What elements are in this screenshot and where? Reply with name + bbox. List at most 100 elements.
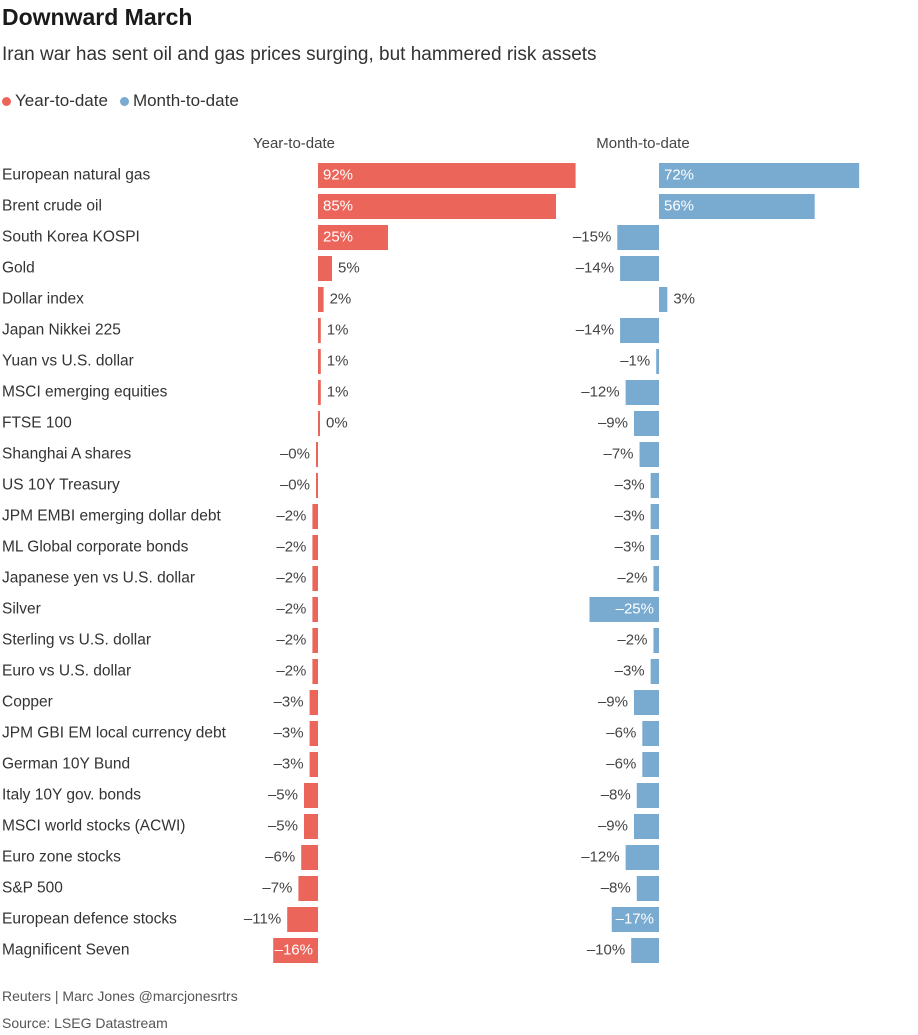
bar-mtd bbox=[633, 690, 659, 715]
chart-title: Downward March bbox=[2, 4, 193, 30]
data-label-ytd: –3% bbox=[274, 693, 304, 710]
data-label-mtd: –3% bbox=[615, 507, 645, 524]
data-label-ytd: –11% bbox=[244, 910, 281, 927]
data-label-mtd: –14% bbox=[576, 259, 614, 276]
category-label: JPM EMBI emerging dollar debt bbox=[2, 508, 222, 525]
bar-ytd bbox=[309, 721, 318, 746]
category-label: US 10Y Treasury bbox=[2, 477, 120, 494]
bar-mtd bbox=[650, 504, 659, 529]
bar-mtd bbox=[625, 845, 659, 870]
data-label-ytd: –0% bbox=[280, 445, 310, 462]
category-label: Gold bbox=[2, 260, 35, 277]
category-label: FTSE 100 bbox=[2, 415, 72, 432]
bar-mtd bbox=[642, 721, 659, 746]
category-label: Brent crude oil bbox=[2, 198, 102, 215]
data-label-mtd: 3% bbox=[673, 290, 695, 307]
data-label-mtd: –3% bbox=[615, 662, 645, 679]
bar-mtd bbox=[589, 597, 659, 622]
data-label-mtd: –8% bbox=[601, 879, 631, 896]
category-label: Shanghai A shares bbox=[2, 446, 132, 463]
data-label-ytd: 1% bbox=[327, 383, 349, 400]
bar-mtd bbox=[620, 318, 659, 343]
bar-ytd bbox=[318, 380, 321, 405]
legend-label-ytd: Year-to-date bbox=[15, 91, 108, 110]
category-label: Dollar index bbox=[2, 291, 84, 308]
data-label-ytd: –6% bbox=[265, 848, 295, 865]
category-label: Italy 10Y gov. bonds bbox=[2, 787, 141, 804]
data-label-ytd: –3% bbox=[274, 755, 304, 772]
bar-ytd bbox=[298, 876, 318, 901]
data-label-mtd: –25% bbox=[616, 600, 654, 617]
data-label-ytd: –16% bbox=[275, 941, 313, 958]
data-label-ytd: –2% bbox=[276, 631, 306, 648]
data-label-ytd: –2% bbox=[276, 569, 306, 586]
bar-mtd bbox=[653, 628, 659, 653]
data-label-ytd: 92% bbox=[323, 166, 353, 183]
bar-ytd bbox=[312, 504, 318, 529]
category-label: Yuan vs U.S. dollar bbox=[2, 353, 134, 370]
data-label-ytd: 5% bbox=[338, 259, 360, 276]
legend-swatch-ytd bbox=[2, 96, 11, 106]
bar-ytd bbox=[318, 194, 556, 219]
category-label: Euro zone stocks bbox=[2, 849, 121, 866]
legend-label-mtd: Month-to-date bbox=[132, 91, 239, 110]
category-label: Silver bbox=[2, 601, 41, 618]
data-label-mtd: –12% bbox=[581, 848, 619, 865]
category-label: Japanese yen vs U.S. dollar bbox=[2, 570, 195, 587]
legend-item-mtd: Month-to-date bbox=[119, 91, 239, 111]
data-label-mtd: –2% bbox=[617, 569, 647, 586]
data-label-mtd: –2% bbox=[617, 631, 647, 648]
bar-mtd bbox=[633, 411, 659, 436]
data-label-mtd: –17% bbox=[616, 910, 654, 927]
data-label-ytd: –0% bbox=[280, 476, 310, 493]
bar-ytd bbox=[318, 256, 332, 281]
data-label-ytd: 2% bbox=[330, 290, 352, 307]
category-label: European natural gas bbox=[2, 167, 150, 184]
bar-ytd bbox=[304, 814, 318, 839]
category-label: European defence stocks bbox=[2, 911, 177, 928]
footer-credit: Reuters | Marc Jones @marcjonesrtrs bbox=[2, 988, 238, 1004]
panel-header-mtd: Month-to-date bbox=[596, 135, 689, 152]
bar-ytd bbox=[312, 659, 318, 684]
bar-mtd bbox=[659, 194, 815, 219]
data-label-ytd: –5% bbox=[268, 817, 298, 834]
bar-ytd bbox=[312, 535, 318, 560]
bar-mtd bbox=[639, 442, 659, 467]
data-label-ytd: 85% bbox=[323, 197, 353, 214]
bar-mtd bbox=[625, 380, 659, 405]
data-label-ytd: 1% bbox=[327, 352, 349, 369]
category-label: JPM GBI EM local currency debt bbox=[2, 725, 227, 742]
data-label-mtd: –3% bbox=[615, 538, 645, 555]
data-label-mtd: –9% bbox=[598, 817, 628, 834]
data-label-mtd: –14% bbox=[576, 321, 614, 338]
legend: Year-to-date Month-to-date bbox=[2, 91, 251, 111]
category-label: MSCI world stocks (ACWI) bbox=[2, 818, 185, 835]
category-label: Sterling vs U.S. dollar bbox=[2, 632, 151, 649]
bar-mtd bbox=[659, 287, 668, 312]
data-label-ytd: –3% bbox=[274, 724, 304, 741]
bar-mtd bbox=[636, 876, 659, 901]
chart-subtitle: Iran war has sent oil and gas prices sur… bbox=[2, 44, 597, 65]
bar-ytd bbox=[316, 442, 318, 467]
bar-mtd bbox=[633, 814, 659, 839]
bar-mtd bbox=[650, 659, 659, 684]
data-label-ytd: 0% bbox=[326, 414, 348, 431]
bar-mtd bbox=[642, 752, 659, 777]
data-label-mtd: 72% bbox=[664, 166, 694, 183]
data-label-mtd: –9% bbox=[598, 693, 628, 710]
data-label-ytd: –7% bbox=[262, 879, 292, 896]
data-label-mtd: –1% bbox=[620, 352, 650, 369]
bar-ytd bbox=[318, 163, 576, 188]
bar-ytd bbox=[318, 318, 321, 343]
bar-ytd bbox=[318, 349, 321, 374]
category-label: MSCI emerging equities bbox=[2, 384, 168, 401]
panel-header-ytd: Year-to-date bbox=[253, 135, 335, 152]
bar-ytd bbox=[312, 566, 318, 591]
bar-mtd bbox=[653, 566, 659, 591]
data-label-ytd: –2% bbox=[276, 538, 306, 555]
data-label-mtd: –10% bbox=[587, 941, 625, 958]
data-label-ytd: –5% bbox=[268, 786, 298, 803]
category-label: Japan Nikkei 225 bbox=[2, 322, 121, 339]
bar-ytd bbox=[318, 287, 324, 312]
bar-ytd bbox=[309, 752, 318, 777]
